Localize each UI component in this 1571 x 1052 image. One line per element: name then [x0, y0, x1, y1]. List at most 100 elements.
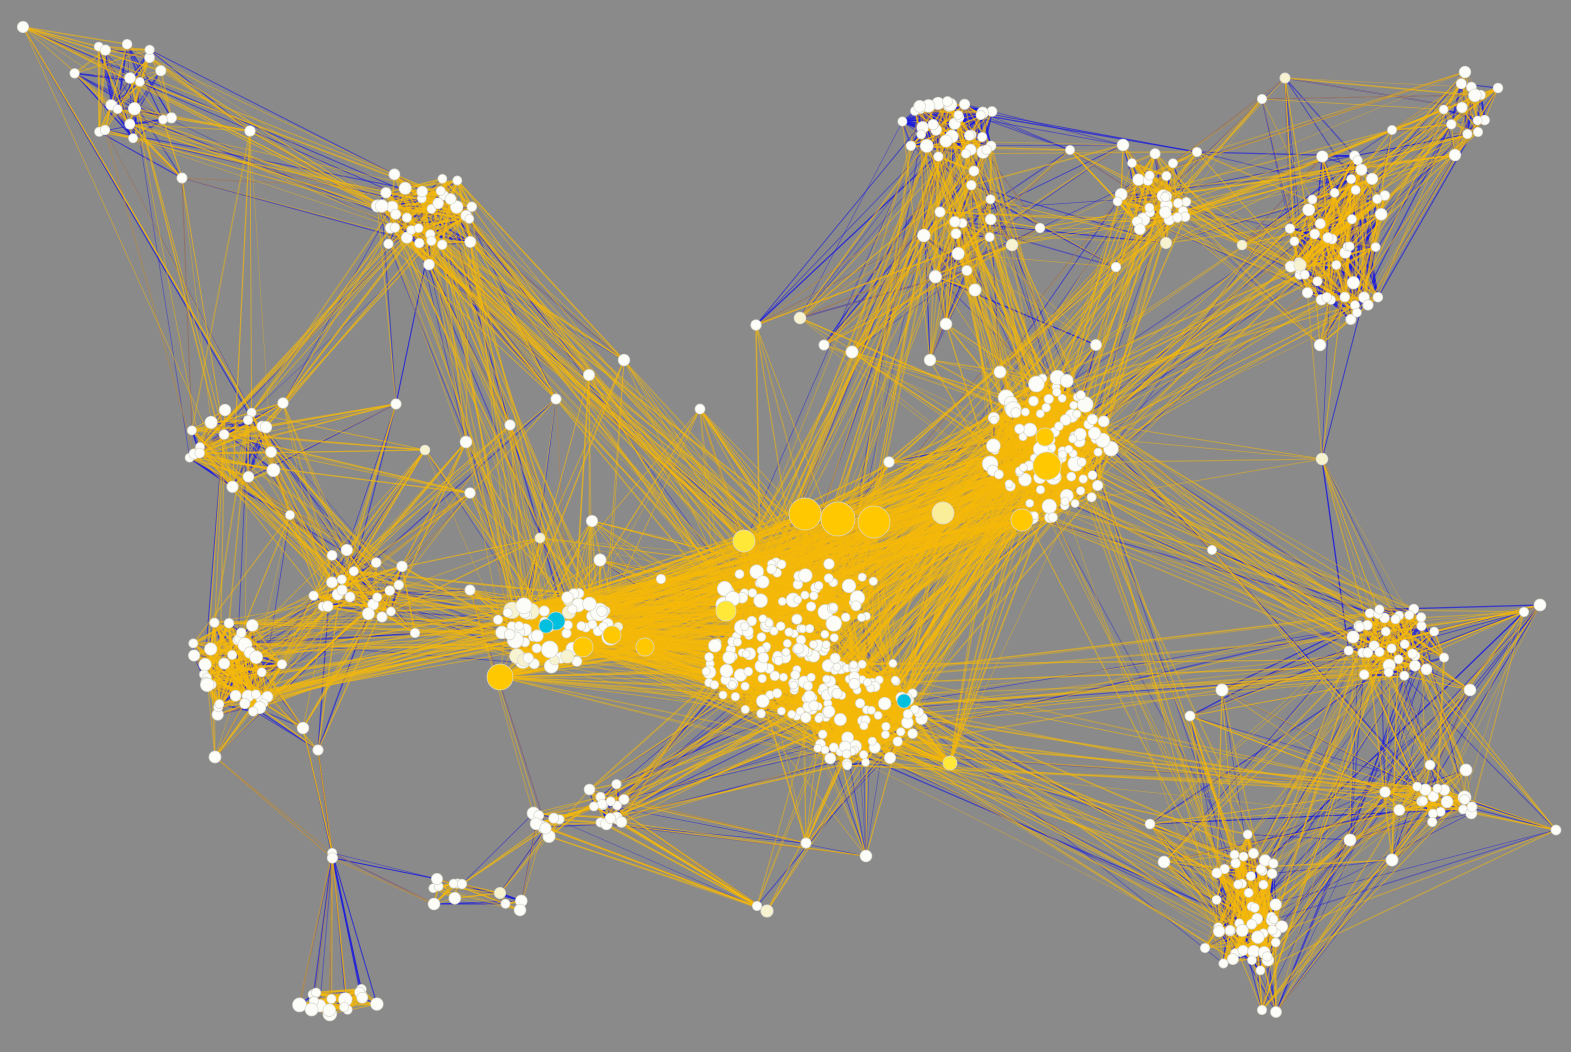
- graph-node[interactable]: [1379, 786, 1391, 798]
- graph-node[interactable]: [1270, 1006, 1282, 1018]
- graph-node[interactable]: [1404, 610, 1415, 620]
- graph-node[interactable]: [907, 728, 918, 739]
- graph-node[interactable]: [777, 597, 787, 606]
- graph-node[interactable]: [1057, 393, 1067, 403]
- graph-node[interactable]: [242, 414, 254, 426]
- graph-node[interactable]: [892, 736, 903, 747]
- graph-node[interactable]: [841, 578, 857, 594]
- graph-node[interactable]: [913, 100, 926, 113]
- graph-node[interactable]: [540, 640, 559, 659]
- graph-node[interactable]: [769, 626, 779, 636]
- graph-node[interactable]: [1010, 508, 1034, 532]
- graph-node[interactable]: [704, 652, 714, 662]
- graph-node[interactable]: [1173, 198, 1184, 209]
- graph-node[interactable]: [1439, 652, 1450, 663]
- graph-node[interactable]: [1380, 626, 1391, 637]
- graph-node[interactable]: [1028, 395, 1039, 407]
- graph-node[interactable]: [1456, 101, 1468, 114]
- graph-node[interactable]: [1284, 223, 1296, 234]
- graph-node[interactable]: [1093, 447, 1103, 457]
- graph-node[interactable]: [326, 993, 337, 1004]
- graph-node[interactable]: [890, 675, 900, 685]
- graph-node[interactable]: [409, 627, 421, 639]
- graph-node[interactable]: [878, 696, 892, 711]
- graph-node[interactable]: [356, 991, 369, 1004]
- graph-node[interactable]: [336, 574, 347, 585]
- graph-node[interactable]: [1076, 486, 1086, 496]
- graph-node[interactable]: [514, 621, 524, 631]
- graph-node[interactable]: [800, 712, 812, 724]
- graph-node[interactable]: [1314, 218, 1326, 230]
- graph-node[interactable]: [246, 619, 259, 632]
- graph-node[interactable]: [16, 20, 30, 34]
- graph-node[interactable]: [437, 239, 448, 250]
- graph-node[interactable]: [813, 743, 823, 753]
- graph-node[interactable]: [200, 677, 215, 692]
- graph-node[interactable]: [635, 637, 655, 657]
- graph-node[interactable]: [814, 581, 824, 591]
- graph-node[interactable]: [1387, 125, 1397, 135]
- graph-node[interactable]: [782, 639, 792, 648]
- graph-node[interactable]: [218, 403, 232, 417]
- graph-node[interactable]: [1218, 958, 1229, 969]
- graph-node[interactable]: [1374, 208, 1388, 221]
- graph-node[interactable]: [1014, 423, 1025, 435]
- graph-node[interactable]: [432, 197, 444, 210]
- graph-node[interactable]: [560, 649, 575, 664]
- graph-node[interactable]: [1064, 444, 1074, 454]
- graph-node[interactable]: [769, 670, 780, 681]
- graph-node[interactable]: [389, 222, 401, 233]
- graph-node[interactable]: [732, 529, 756, 553]
- graph-node[interactable]: [1191, 146, 1203, 158]
- graph-node[interactable]: [1086, 492, 1097, 503]
- graph-node[interactable]: [1215, 683, 1229, 697]
- graph-node[interactable]: [500, 898, 511, 909]
- graph-node[interactable]: [740, 621, 750, 631]
- graph-node[interactable]: [820, 501, 856, 537]
- graph-node[interactable]: [530, 629, 544, 643]
- graph-node[interactable]: [348, 566, 359, 577]
- graph-node[interactable]: [883, 751, 897, 764]
- graph-node[interactable]: [256, 667, 267, 678]
- graph-node[interactable]: [1018, 472, 1032, 487]
- graph-node[interactable]: [1110, 261, 1122, 273]
- graph-node[interactable]: [1427, 790, 1439, 803]
- graph-node[interactable]: [413, 223, 424, 234]
- graph-node[interactable]: [414, 237, 425, 249]
- graph-node[interactable]: [1362, 647, 1374, 658]
- graph-node[interactable]: [176, 172, 188, 184]
- graph-node[interactable]: [209, 617, 220, 628]
- graph-node[interactable]: [236, 627, 247, 638]
- graph-node[interactable]: [1073, 427, 1087, 441]
- graph-node[interactable]: [1043, 393, 1054, 405]
- graph-node[interactable]: [602, 625, 622, 645]
- graph-node[interactable]: [1238, 851, 1249, 862]
- graph-node[interactable]: [743, 666, 754, 677]
- graph-node[interactable]: [466, 201, 478, 213]
- graph-node[interactable]: [1359, 669, 1370, 680]
- graph-node[interactable]: [596, 605, 608, 617]
- graph-node[interactable]: [1245, 871, 1256, 882]
- graph-node[interactable]: [419, 444, 431, 456]
- graph-node[interactable]: [746, 615, 757, 627]
- graph-node[interactable]: [1459, 763, 1473, 777]
- graph-node[interactable]: [831, 687, 843, 700]
- graph-node[interactable]: [916, 129, 927, 140]
- graph-node[interactable]: [859, 750, 869, 760]
- graph-node[interactable]: [340, 543, 353, 557]
- graph-node[interactable]: [756, 694, 770, 708]
- graph-node[interactable]: [787, 709, 797, 719]
- graph-node[interactable]: [1028, 375, 1045, 393]
- graph-node[interactable]: [1463, 683, 1477, 697]
- graph-node[interactable]: [1247, 955, 1257, 966]
- graph-node[interactable]: [896, 693, 912, 709]
- graph-node[interactable]: [793, 311, 807, 325]
- graph-node[interactable]: [1343, 645, 1354, 656]
- graph-node[interactable]: [1224, 925, 1236, 936]
- graph-node[interactable]: [1302, 203, 1316, 217]
- graph-node[interactable]: [857, 613, 867, 622]
- graph-node[interactable]: [1066, 471, 1077, 482]
- graph-node[interactable]: [790, 669, 801, 680]
- graph-node[interactable]: [841, 749, 852, 759]
- graph-node[interactable]: [1127, 158, 1137, 168]
